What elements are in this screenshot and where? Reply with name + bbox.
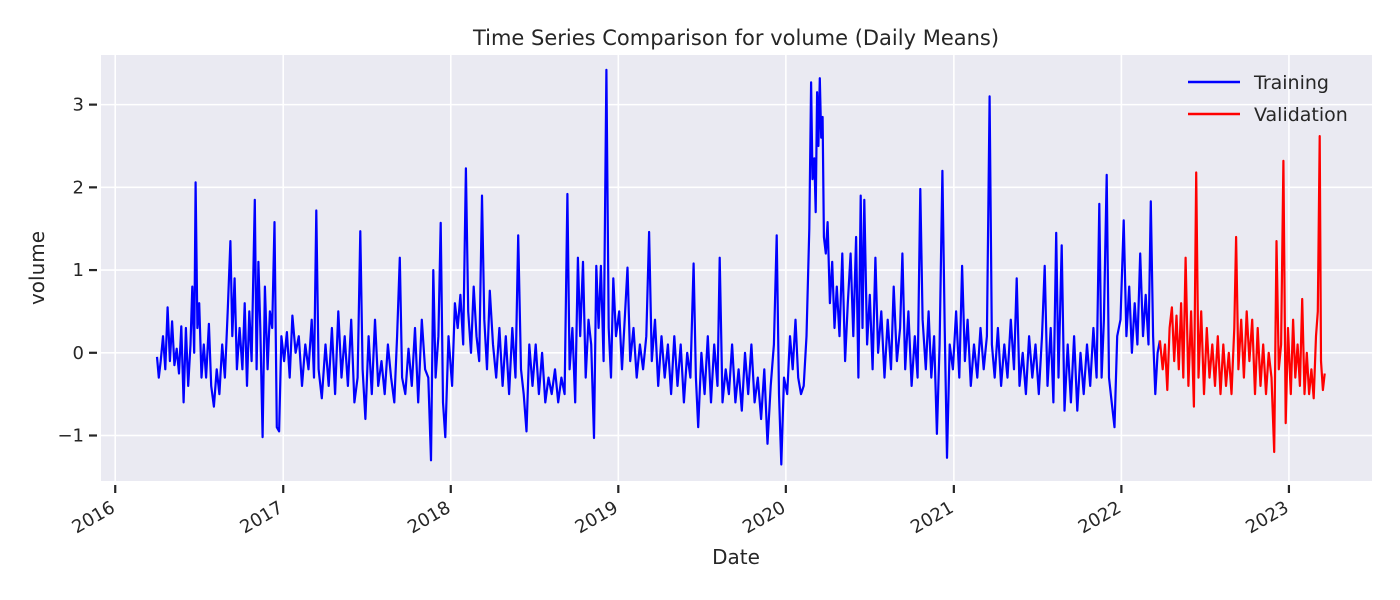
y-tick-label: 0 bbox=[73, 343, 84, 364]
x-tick-label: 2023 bbox=[1242, 497, 1292, 538]
x-tick-label: 2019 bbox=[572, 497, 622, 538]
legend-label-validation: Validation bbox=[1254, 104, 1348, 126]
y-tick-label: 1 bbox=[73, 260, 84, 281]
series-layer bbox=[155, 68, 1326, 466]
x-tick-label: 2018 bbox=[404, 497, 454, 538]
plot-area bbox=[101, 55, 1372, 481]
y-tick-label: 3 bbox=[73, 95, 84, 116]
x-tick-label: 2022 bbox=[1075, 497, 1125, 538]
legend-label-training: Training bbox=[1253, 72, 1329, 94]
chart-title: Time Series Comparison for volume (Daily… bbox=[472, 26, 999, 50]
series-line-training bbox=[155, 68, 1161, 466]
x-tick-label: 2020 bbox=[739, 497, 789, 538]
x-axis-label: Date bbox=[712, 545, 760, 569]
y-tick-label: 2 bbox=[73, 177, 84, 198]
x-tick-label: 2021 bbox=[907, 497, 957, 538]
y-tick-label: −1 bbox=[57, 426, 84, 447]
series-line-validation bbox=[1158, 135, 1326, 454]
x-tick-label: 2017 bbox=[237, 497, 287, 538]
x-axis-ticks: 2016 2017 2018 2019 2020 2021 2022 2023 bbox=[69, 485, 1292, 538]
y-axis-ticks: −1 0 1 2 3 bbox=[57, 95, 97, 447]
y-axis-label: volume bbox=[25, 231, 49, 305]
x-tick-label: 2016 bbox=[69, 497, 119, 538]
legend: Training Validation bbox=[1188, 72, 1348, 126]
